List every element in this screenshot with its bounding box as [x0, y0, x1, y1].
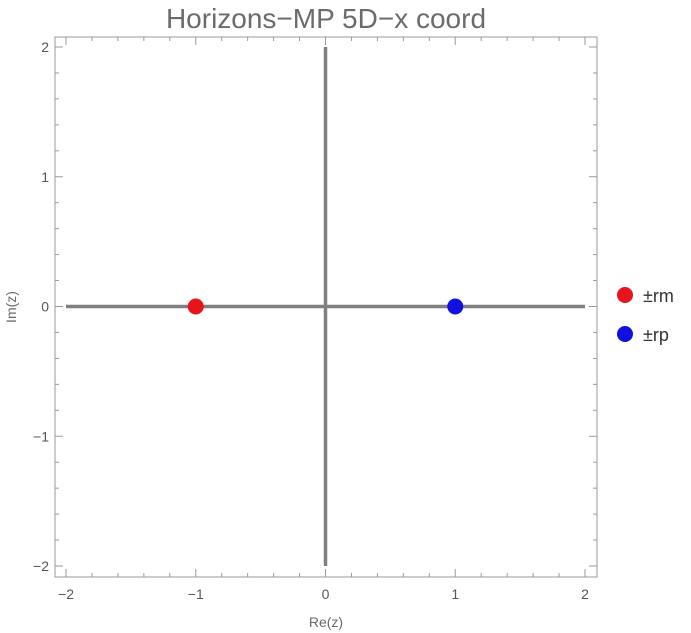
x-axis-label: Re(z) [309, 614, 343, 630]
legend: ±rm ±rp [617, 286, 674, 345]
x-tick-label: −2 [58, 586, 74, 602]
y-tick-label: 0 [41, 299, 49, 315]
x-tick-label: −1 [188, 586, 204, 602]
legend-marker [617, 287, 633, 303]
data-points [187, 298, 464, 315]
data-point [187, 298, 204, 315]
x-tick-labels: −2 −1 0 1 2 [58, 586, 589, 602]
reference-lines [66, 47, 585, 566]
y-tick-labels: −2 −1 0 1 2 [33, 39, 49, 574]
legend-label: ±rm [643, 286, 674, 306]
x-tick-label: 0 [322, 586, 330, 602]
y-axis-label: Im(z) [3, 291, 19, 323]
y-tick-label: 1 [41, 169, 49, 185]
y-tick-label: 2 [41, 39, 49, 55]
x-tick-label: 2 [581, 586, 589, 602]
data-point [447, 298, 464, 315]
legend-label: ±rp [643, 325, 669, 345]
axis-ticks [55, 37, 597, 577]
x-tick-label: 1 [451, 586, 459, 602]
y-tick-label: −1 [33, 428, 49, 444]
legend-marker [617, 326, 633, 342]
y-tick-label: −2 [33, 558, 49, 574]
chart-title: Horizons−MP 5D−x coord [166, 3, 486, 34]
